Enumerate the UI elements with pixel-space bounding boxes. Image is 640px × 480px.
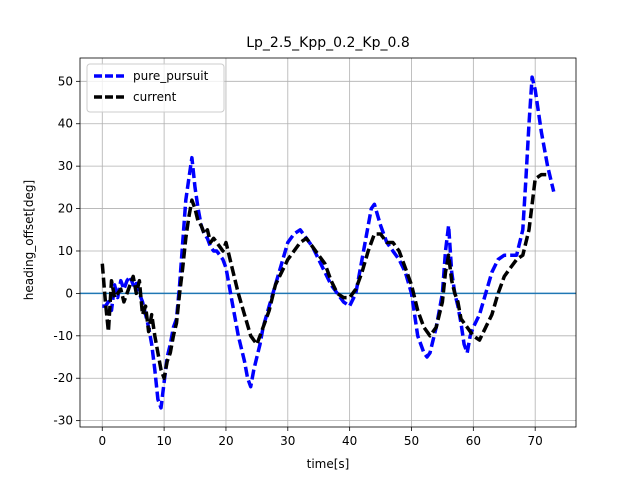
y-tick-label: -20 xyxy=(53,371,73,385)
x-tick-label: 60 xyxy=(466,434,481,448)
legend-label: current xyxy=(133,90,177,104)
y-tick-label: 20 xyxy=(58,202,73,216)
y-tick-label: 30 xyxy=(58,159,73,173)
series-line-pure-pursuit xyxy=(102,75,556,410)
x-tick-label: 70 xyxy=(528,434,543,448)
x-tick-label: 10 xyxy=(156,434,171,448)
y-axis-label: heading_offset[deg] xyxy=(22,180,36,300)
plot-frame xyxy=(79,57,577,428)
y-tick-label: 10 xyxy=(58,244,73,258)
chart-title: Lp_2.5_Kpp_0.2_Kp_0.8 xyxy=(246,35,410,51)
y-tick-label: 50 xyxy=(58,74,73,88)
legend-label: pure_pursuit xyxy=(133,69,209,83)
x-axis-label: time[s] xyxy=(307,457,350,471)
axes-group: 0 10 20 30 40 50 60 70 -30 -20 -10 0 10 20 30 40 50 xyxy=(53,57,577,448)
x-tick-label: 20 xyxy=(218,434,233,448)
y-tick-label: -10 xyxy=(53,329,73,343)
grid xyxy=(80,58,576,427)
series-group xyxy=(100,75,556,410)
x-tick-label: 50 xyxy=(404,434,419,448)
y-tick-label: 0 xyxy=(65,286,73,300)
x-tick-label: 30 xyxy=(280,434,295,448)
x-tick-label: 40 xyxy=(342,434,357,448)
series-line-current xyxy=(100,172,548,380)
y-tick-label: -30 xyxy=(53,414,73,428)
y-tick-label: 40 xyxy=(58,117,73,131)
x-tick-label: 0 xyxy=(98,434,106,448)
